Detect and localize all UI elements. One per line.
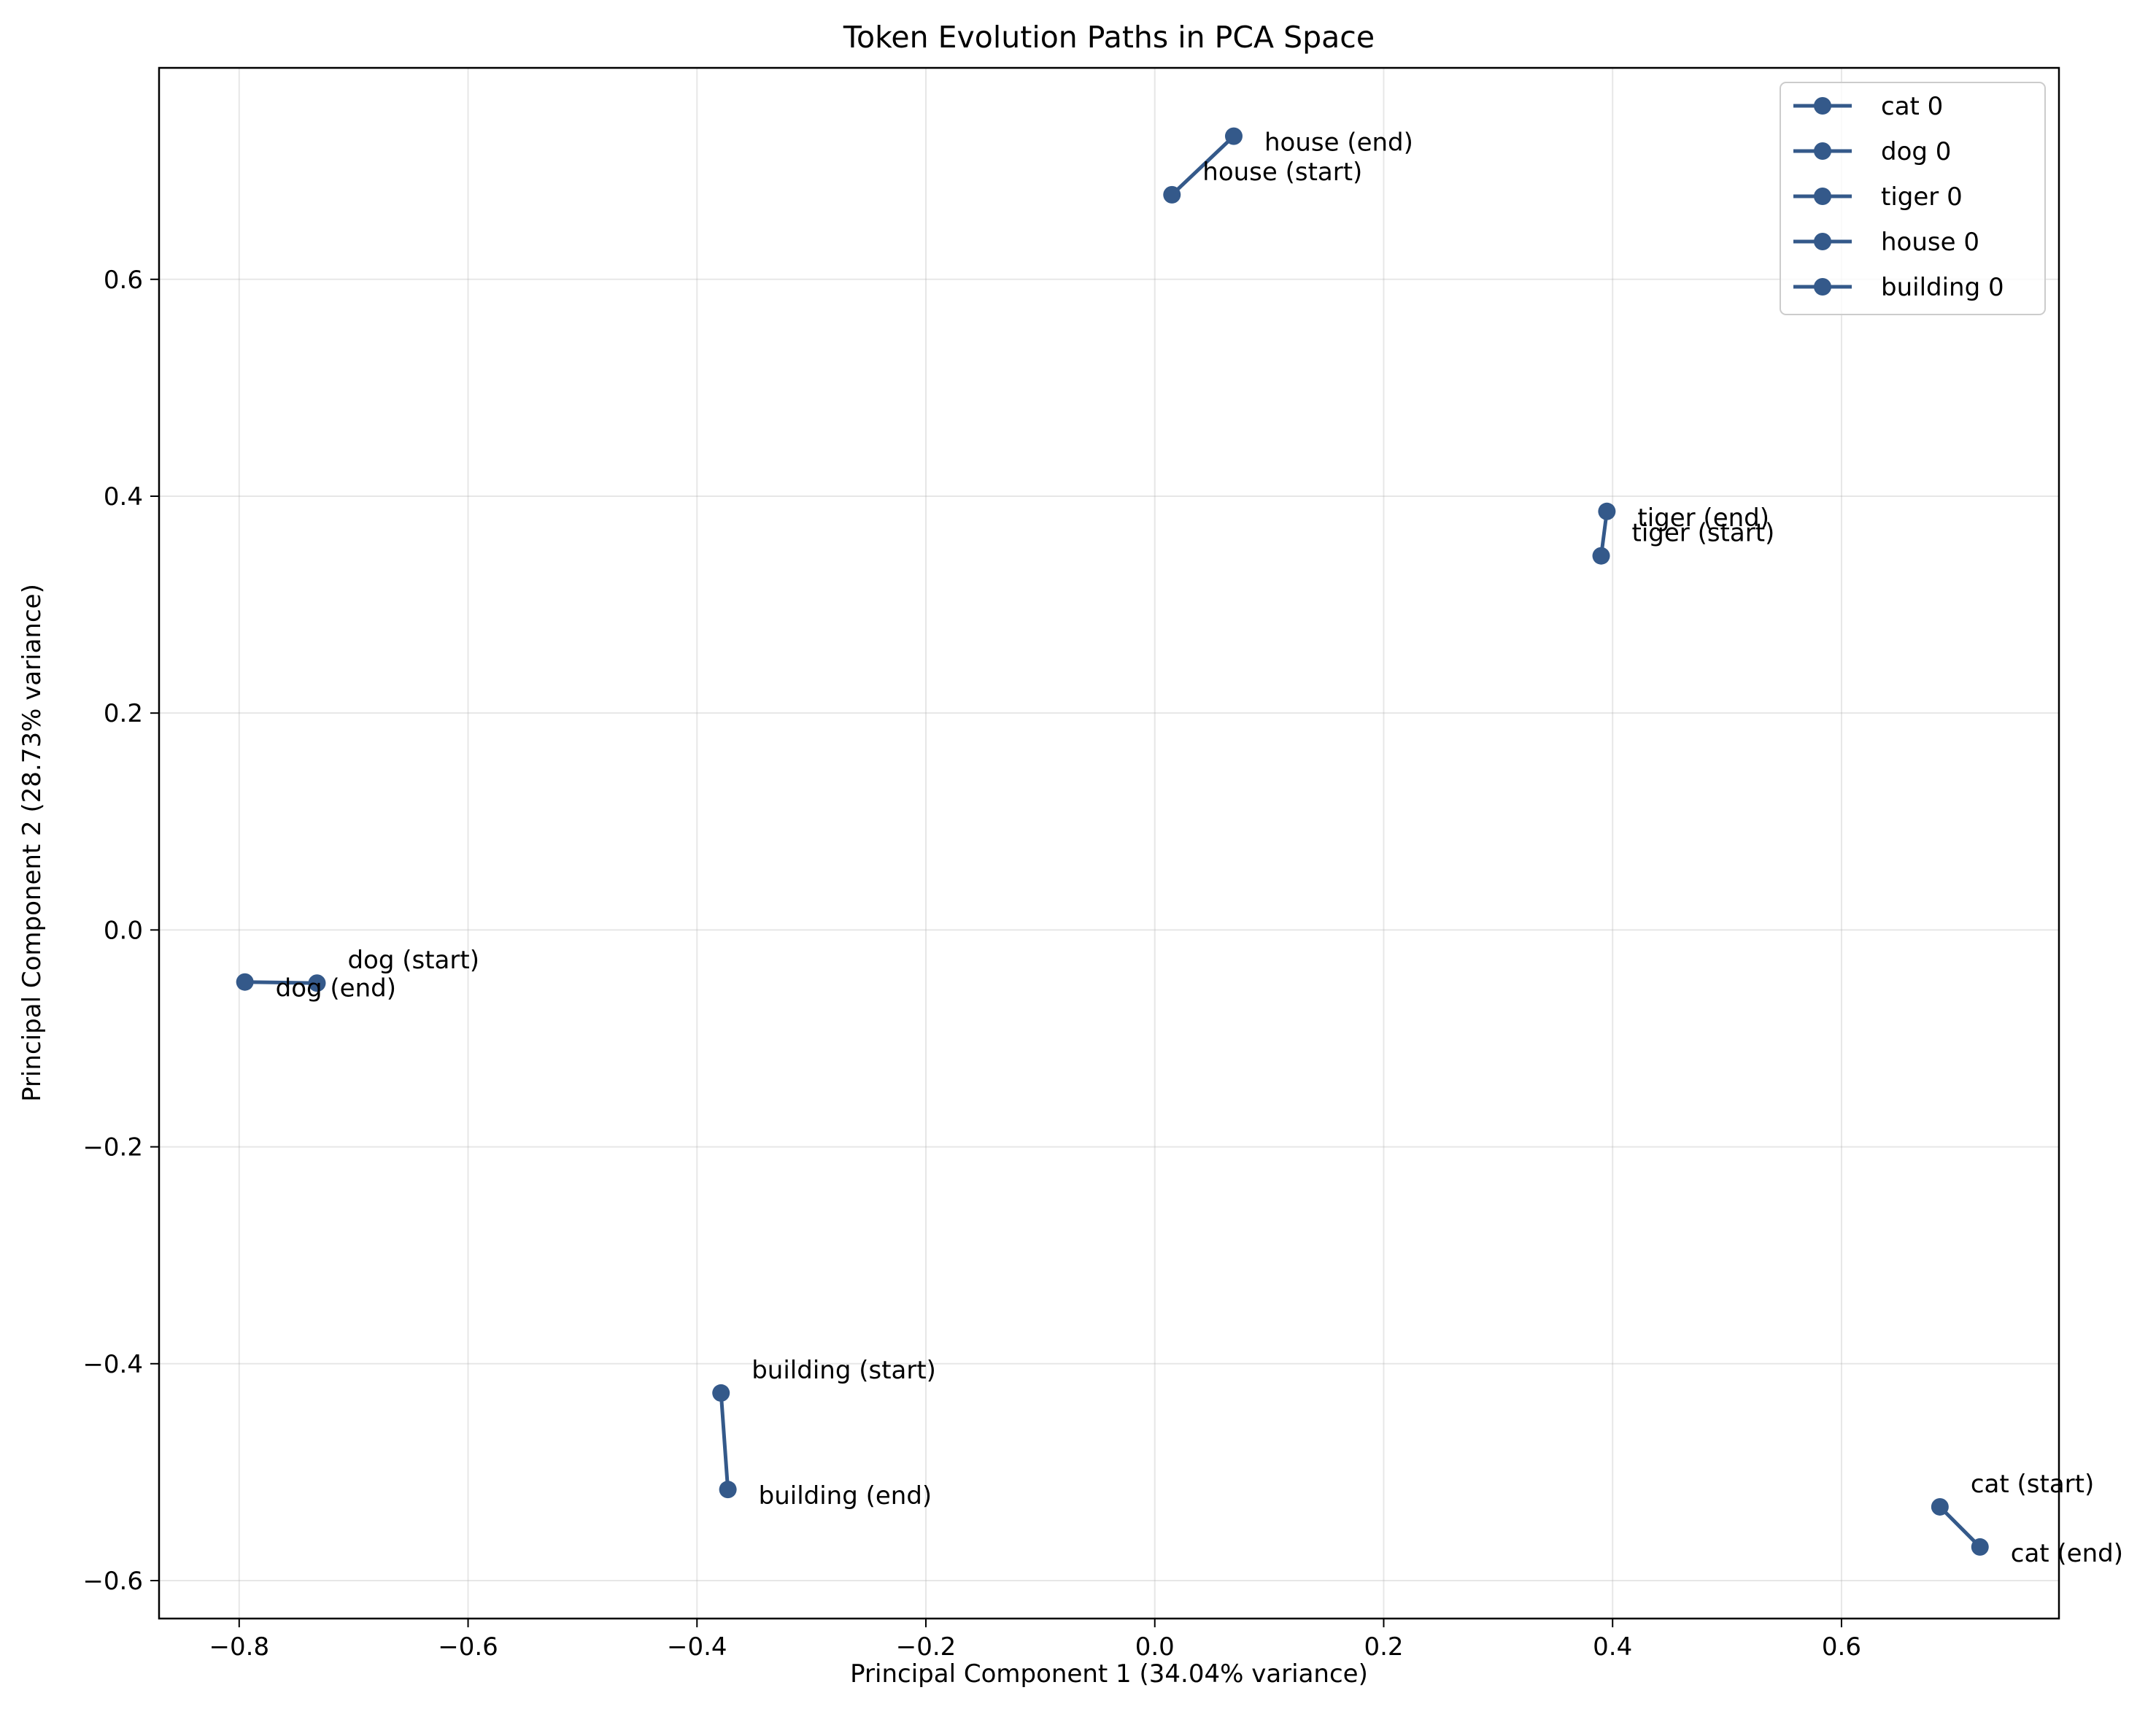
x-tick-label-2: −0.4 [667, 1632, 727, 1662]
chart-title: Token Evolution Paths in PCA Space [843, 20, 1375, 55]
series-line-cat-0 [1938, 1505, 1982, 1549]
point-end-cat-0 [1971, 1538, 1989, 1556]
annotation-end-tiger-0: tiger (end) [1637, 504, 1769, 533]
legend-marker-tiger-0 [1814, 188, 1831, 205]
legend-marker-cat-0 [1814, 97, 1831, 115]
series-line-building-0 [719, 1391, 730, 1492]
series-line-house-0 [1170, 134, 1236, 197]
annotation-start-cat-0: cat (start) [1971, 1470, 2094, 1499]
x-tick-label-5: 0.2 [1364, 1632, 1403, 1662]
y-tick-label-2: −0.2 [82, 1133, 143, 1162]
annotation-end-cat-0: cat (end) [2011, 1539, 2123, 1568]
plot-frame [158, 66, 2060, 1620]
x-tick-label-0: −0.8 [209, 1632, 270, 1662]
legend-label-tiger-0: tiger 0 [1881, 182, 1963, 212]
point-start-tiger-0 [1592, 547, 1610, 565]
legend-box [1780, 82, 2046, 315]
legend-marker-house-0 [1814, 233, 1831, 250]
y-axis-label: Principal Component 2 (28.73% variance) [18, 584, 47, 1102]
x-axis-ticks: −0.8 −0.6 −0.4 −0.2 0.0 0.2 0.4 0.6 [209, 1619, 1861, 1662]
point-start-cat-0 [1931, 1497, 1949, 1516]
y-tick-label-6: 0.6 [104, 266, 143, 295]
point-end-building-0 [719, 1481, 737, 1499]
annotation-start-dog-0: dog (start) [347, 946, 479, 975]
x-tick-label-4: 0.0 [1135, 1632, 1175, 1662]
annotation-start-building-0: building (start) [751, 1356, 936, 1385]
legend-label-dog-0: dog 0 [1881, 137, 1951, 166]
y-axis-ticks: −0.6 −0.4 −0.2 0.0 0.2 0.4 0.6 [82, 266, 159, 1596]
annotation-end-house-0: house (end) [1264, 128, 1413, 158]
grid-lines [159, 68, 2059, 1619]
annotation-layer: cat (start) cat (end) dog (start)dog (end)… [276, 128, 2123, 1568]
legend-marker-dog-0 [1814, 142, 1831, 160]
point-end-house-0 [1224, 127, 1243, 145]
legend: cat 0 dog 0 tiger 0 house 0 building 0 [1780, 82, 2046, 315]
annotation-end-building-0: building (end) [759, 1481, 932, 1511]
legend-label-building-0: building 0 [1881, 273, 2004, 302]
y-tick-label-4: 0.2 [104, 699, 143, 728]
point-start-building-0 [712, 1384, 730, 1402]
point-end-tiger-0 [1598, 502, 1616, 520]
series-line-dog-0 [243, 980, 319, 985]
y-tick-label-0: −0.6 [82, 1567, 143, 1596]
point-start-dog-0 [308, 974, 326, 992]
x-tick-label-3: −0.2 [896, 1632, 957, 1662]
y-tick-label-1: −0.4 [82, 1350, 143, 1379]
legend-label-house-0: house 0 [1881, 228, 1979, 257]
point-end-dog-0 [236, 973, 254, 991]
x-tick-label-1: −0.6 [438, 1632, 498, 1662]
annotation-start-tiger-0: tiger (start) [1632, 519, 1775, 548]
annotation-end-dog-0: dog (end) [276, 974, 396, 1003]
x-tick-label-6: 0.4 [1593, 1632, 1632, 1662]
legend-label-cat-0: cat 0 [1881, 92, 1943, 121]
annotation-start-house-0: house (start) [1202, 158, 1362, 187]
point-start-house-0 [1163, 185, 1181, 204]
legend-marker-building-0 [1814, 278, 1831, 296]
y-tick-label-5: 0.4 [104, 482, 143, 512]
y-tick-label-3: 0.0 [104, 916, 143, 945]
series-layer [236, 127, 1989, 1556]
x-tick-label-7: 0.6 [1822, 1632, 1861, 1662]
x-axis-label: Principal Component 1 (34.04% variance) [850, 1659, 1368, 1689]
